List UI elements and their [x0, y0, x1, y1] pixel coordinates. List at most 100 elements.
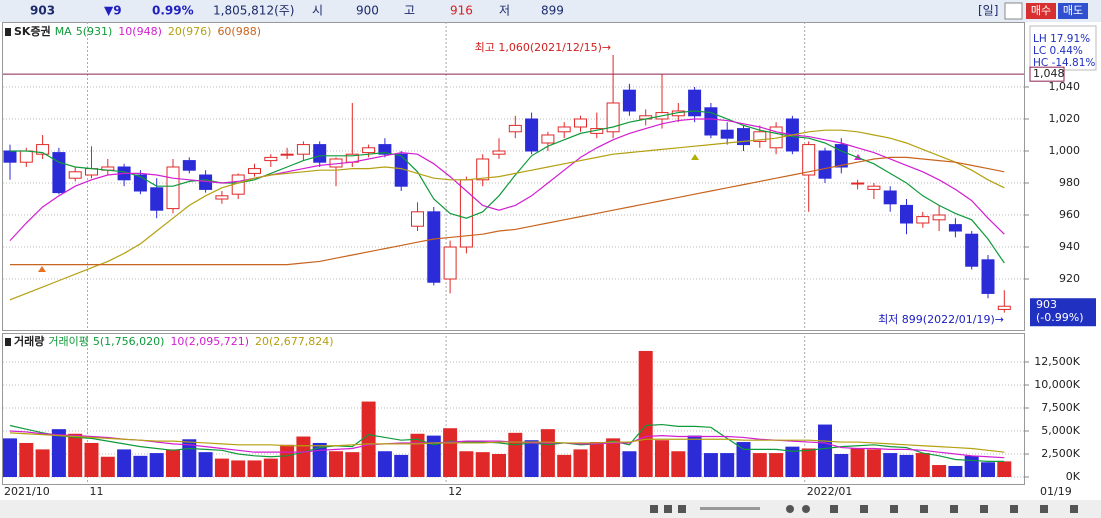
- volume-bar: [752, 453, 767, 477]
- legend-icon: [5, 338, 11, 346]
- legend-icon: [5, 28, 11, 36]
- volume-bar: [133, 455, 148, 477]
- volume-bar: [312, 442, 327, 477]
- volume-bar: [475, 452, 490, 477]
- current-label: 903: [1036, 298, 1057, 311]
- volume-bar: [117, 449, 132, 477]
- candle-body: [68, 171, 82, 179]
- high-note: 최고 1,060(2021/12/15)→: [475, 41, 611, 54]
- legend-entry: 5(931): [76, 25, 113, 38]
- volume-bar: [703, 453, 718, 477]
- volume-bar: [524, 440, 539, 477]
- candle-body: [476, 158, 490, 181]
- low: 899: [541, 4, 564, 18]
- sell-button[interactable]: [1058, 3, 1088, 19]
- candle-body: [965, 233, 979, 267]
- legend-entry: 60(988): [217, 25, 261, 38]
- period[interactable]: [일]: [978, 4, 998, 18]
- candle-body: [492, 150, 506, 155]
- current-box: [1030, 298, 1096, 327]
- volume-bar: [426, 435, 441, 477]
- legend-entry: 5(1,756,020): [93, 335, 165, 348]
- volume-bar: [655, 440, 669, 477]
- volume-bar: [671, 451, 686, 477]
- buy-button[interactable]: [1026, 3, 1056, 19]
- volume-bar: [296, 436, 311, 477]
- candle-body: [916, 216, 930, 224]
- candle-body: [264, 156, 278, 162]
- volume-bar: [35, 449, 50, 477]
- candle-body: [606, 102, 620, 133]
- volume-bar: [3, 438, 17, 477]
- candle-body: [883, 190, 897, 205]
- y-tick-label: 7,500K: [1041, 401, 1080, 414]
- volume-bar: [410, 433, 425, 477]
- volume-bar: [932, 465, 947, 477]
- candle-body: [557, 126, 571, 133]
- volume-bar: [785, 446, 800, 477]
- volume-bar: [540, 429, 555, 477]
- y-tick-label: 10,000K: [1034, 378, 1080, 391]
- volume-bar: [720, 453, 735, 477]
- volume-bar: [883, 453, 898, 477]
- low-label: 저: [499, 4, 510, 18]
- x-tick-label: 11: [90, 485, 104, 498]
- stats-text: HC -14.81%: [1033, 57, 1095, 69]
- legend-title: SK증권: [14, 25, 51, 38]
- volume-bar: [801, 448, 816, 477]
- y-tick-label: 980: [1059, 176, 1080, 189]
- ref-label-box: [1029, 66, 1065, 82]
- candle-body: [508, 124, 522, 133]
- candle-body: [215, 195, 229, 200]
- x-tick-label: 2021/10: [4, 485, 50, 498]
- volume-bar: [459, 451, 474, 477]
- legend-entry: 20(2,677,824): [255, 335, 334, 348]
- toolbar-icons[interactable]: [650, 505, 1078, 513]
- y-tick-label: 940: [1059, 240, 1080, 253]
- candle-body: [19, 150, 33, 163]
- signal-arrow: [691, 154, 699, 160]
- legend-label: MA: [55, 25, 72, 38]
- volume-bar: [84, 442, 99, 477]
- candle-body: [443, 246, 457, 280]
- y-tick-label: 2,500K: [1041, 447, 1080, 460]
- candle-body: [818, 150, 832, 179]
- y-tick-label: 920: [1059, 272, 1080, 285]
- candle-body: [997, 305, 1011, 310]
- y-tick-label: 0K: [1066, 470, 1081, 483]
- volume-bar: [214, 458, 229, 477]
- volume-bar: [329, 451, 343, 477]
- y-tick-label: 5,000K: [1041, 424, 1080, 437]
- candle-body: [720, 129, 734, 139]
- volume-bar: [866, 449, 881, 477]
- settings-button[interactable]: [1004, 2, 1023, 20]
- legend-title: 거래량: [14, 334, 44, 348]
- last-date: 01/19: [1040, 485, 1072, 498]
- candle-body: [182, 160, 196, 171]
- sell-label: 매도: [1063, 4, 1083, 17]
- volume: 1,805,812(주): [213, 4, 294, 18]
- volume-bar: [100, 456, 115, 477]
- volume-bar: [850, 448, 865, 477]
- x-tick-label: 12: [448, 485, 462, 498]
- candle-body: [900, 204, 913, 224]
- volume-bar: [247, 460, 262, 477]
- current-rate: (-0.99%): [1036, 311, 1084, 324]
- candle-body: [704, 107, 718, 136]
- candle-body: [296, 144, 310, 155]
- ma-line: [10, 110, 1005, 264]
- volume-bar: [377, 451, 392, 477]
- ref-label: 1,048: [1033, 67, 1065, 80]
- ma-line: [10, 156, 1005, 266]
- legend-entry: 10(2,095,721): [170, 335, 249, 348]
- volume-bar: [769, 453, 784, 477]
- candle-body: [150, 187, 164, 211]
- candle-body: [248, 168, 261, 174]
- open-label: 시: [312, 4, 323, 18]
- candle-body: [411, 211, 424, 227]
- volume-bar: [638, 350, 653, 477]
- high-label: 고: [404, 4, 415, 18]
- toolbar: [0, 500, 1101, 518]
- volume-bar: [361, 401, 376, 477]
